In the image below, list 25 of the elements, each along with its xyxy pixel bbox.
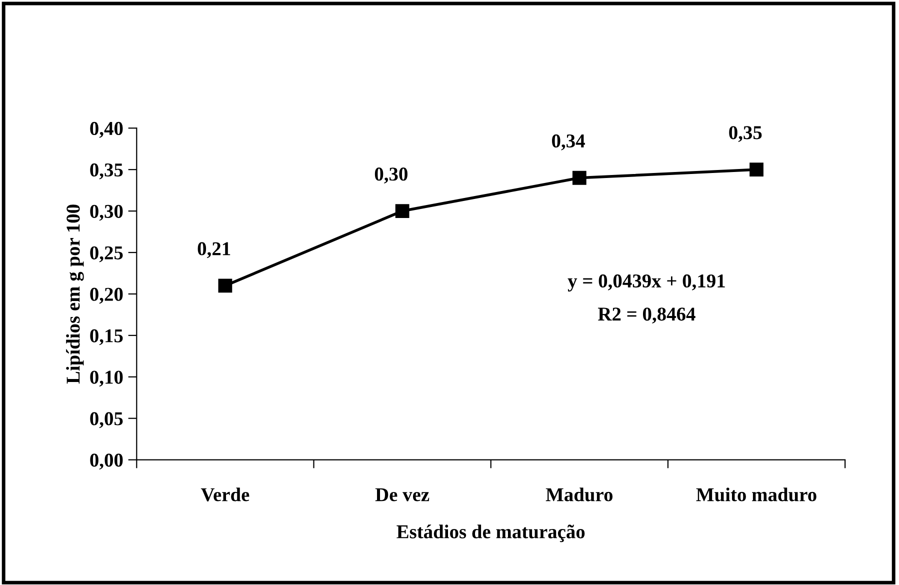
annotation: y = 0,0439x + 0,191 bbox=[568, 274, 725, 292]
data-label: 0,21 bbox=[198, 242, 230, 258]
y-tick-label: 0,40 bbox=[90, 122, 123, 138]
y-tick-label: 0,15 bbox=[90, 329, 123, 346]
x-tick-label: Muito maduro bbox=[696, 488, 816, 502]
point bbox=[218, 278, 232, 293]
data-label: 0,34 bbox=[552, 134, 585, 150]
x-tick-label: Verde bbox=[200, 488, 250, 502]
y-tick-label: 0,35 bbox=[90, 163, 123, 180]
point bbox=[750, 162, 764, 177]
point bbox=[572, 170, 586, 185]
y-tick-label: 0,20 bbox=[90, 288, 123, 304]
annotation: R2 = 0,8464 bbox=[598, 308, 696, 324]
y-axis-title: Lipídios em g por 100 bbox=[66, 204, 84, 384]
data-label: 0,35 bbox=[729, 126, 762, 142]
y-tick-label: 0,10 bbox=[90, 370, 123, 387]
y-tick-label: 0,25 bbox=[90, 246, 123, 262]
x-tick-label: De vez bbox=[375, 488, 430, 502]
x-tick-label: Maduro bbox=[546, 488, 613, 502]
y-tick-label: 0,05 bbox=[90, 412, 123, 428]
point bbox=[395, 204, 410, 218]
x-axis-title: Estádios de maturação bbox=[396, 524, 585, 542]
y-tick-label: 0,30 bbox=[90, 204, 123, 221]
data-label: 0,30 bbox=[374, 168, 408, 184]
y-tick-label: 0,00 bbox=[90, 454, 123, 470]
